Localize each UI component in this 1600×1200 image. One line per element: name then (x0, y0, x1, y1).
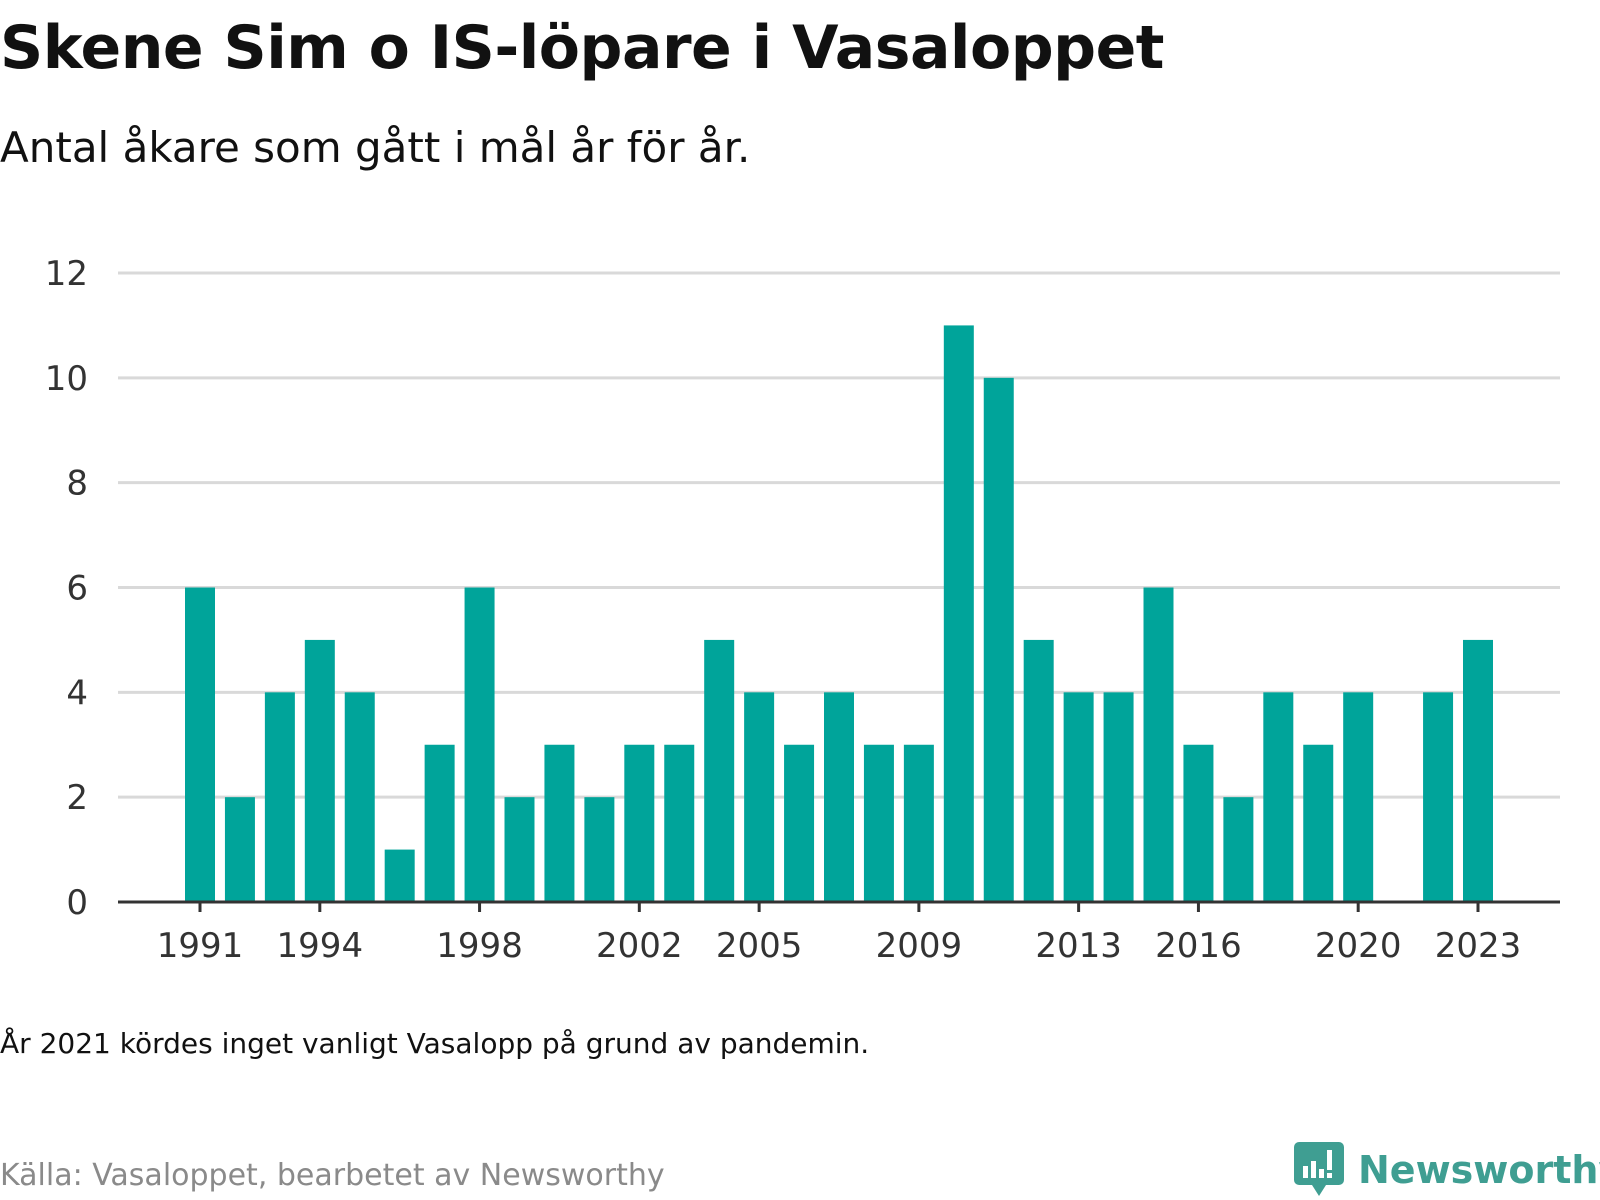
x-tick-label-2005: 2005 (716, 926, 803, 966)
bar-2001 (584, 797, 615, 902)
y-tick-label-0: 0 (66, 883, 88, 923)
bar-chart: 0 2 4 6 8 10 12 1991 1994 1998 2002 2005 2009 2013 201… (45, 254, 1560, 966)
bar-2009 (903, 744, 934, 902)
chart-note: År 2021 kördes inget vanligt Vasalopp på… (0, 1027, 870, 1060)
y-tick-label-2: 2 (66, 778, 88, 818)
x-tick-label-2016: 2016 (1155, 926, 1242, 966)
x-tick-label-2002: 2002 (596, 926, 683, 966)
bar-2008 (863, 744, 894, 902)
bar-1996 (384, 849, 415, 902)
bar-1998 (464, 587, 495, 902)
y-tick-label-6: 6 (66, 569, 88, 609)
y-tick-label-4: 4 (66, 673, 88, 713)
bar-2003 (664, 744, 695, 902)
bar-1995 (344, 692, 375, 902)
bar-1999 (504, 797, 535, 902)
x-tick-label-2013: 2013 (1035, 926, 1122, 966)
newsworthy-logo: Newsworthy (1294, 1142, 1600, 1198)
bar-2010 (943, 325, 974, 903)
bar-2004 (704, 639, 735, 902)
brand-name: Newsworthy (1358, 1148, 1600, 1192)
bar-2022 (1423, 692, 1454, 902)
bar-2014 (1103, 692, 1134, 902)
y-tick-label-12: 12 (45, 254, 88, 294)
x-tick-label-1994: 1994 (277, 926, 364, 966)
bar-2000 (544, 744, 575, 902)
bar-1994 (304, 639, 335, 902)
bar-2013 (1063, 692, 1094, 902)
bar-2007 (824, 692, 854, 902)
bar-1991 (185, 587, 215, 902)
chart-subtitle: Antal åkare som gått i mål år för år. (0, 123, 751, 172)
bar-2023 (1463, 639, 1493, 902)
bar-2020 (1343, 692, 1374, 902)
bar-1997 (424, 744, 455, 902)
x-tick-label-1991: 1991 (157, 926, 244, 966)
bar-2011 (983, 377, 1014, 902)
x-tick-label-2009: 2009 (876, 926, 963, 966)
bar-1992 (224, 797, 255, 902)
chart-title: Skene Sim o IS-löpare i Vasaloppet (0, 13, 1165, 83)
bar-2015 (1143, 587, 1174, 902)
y-tick-label-8: 8 (66, 464, 88, 504)
bar-2019 (1303, 744, 1334, 902)
bar-2017 (1223, 797, 1254, 902)
bar-2006 (784, 744, 815, 902)
bar-chart-speech-bubble-icon (1294, 1142, 1344, 1196)
y-tick-label-10: 10 (45, 359, 88, 399)
axes: 0 2 4 6 8 10 12 1991 1994 1998 2002 2005 2009 2013 201… (45, 254, 1560, 966)
bar-2012 (1023, 639, 1054, 902)
bar-2018 (1263, 692, 1294, 902)
x-tick-label-2023: 2023 (1435, 926, 1522, 966)
bars (185, 325, 1493, 903)
bar-2016 (1183, 744, 1214, 902)
bar-2005 (744, 692, 775, 902)
bar-2002 (624, 744, 655, 902)
x-tick-label-2020: 2020 (1315, 926, 1402, 966)
x-tick-label-1998: 1998 (436, 926, 523, 966)
source-credit: Källa: Vasaloppet, bearbetet av Newswort… (0, 1158, 665, 1193)
bar-1993 (264, 692, 295, 902)
